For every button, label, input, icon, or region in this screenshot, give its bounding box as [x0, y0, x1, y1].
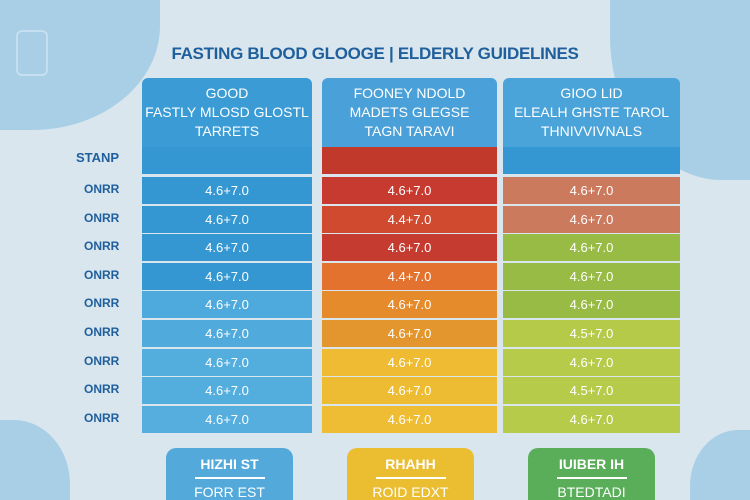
table-cell: 4.6+7.0 — [142, 262, 312, 290]
card-title: HIZHI ST — [200, 456, 259, 472]
table-cell: 4.6+7.0 — [322, 405, 497, 433]
legend-card: IUIBER IH BTEDTADI — [528, 448, 655, 500]
table-cell: 4.6+7.0 — [322, 234, 497, 262]
glucose-meter-icon — [16, 30, 48, 76]
header-line: FOONEY NDOLD — [353, 85, 466, 101]
column-3: GIOO LID ELEALH GHSTE TAROL THNIVVIVNALS 4.… — [503, 78, 680, 433]
table-cell: 4.4+7.0 — [322, 205, 497, 233]
table-cell: 4.6+7.0 — [322, 377, 497, 405]
row-label: ONRR — [84, 182, 120, 196]
row-label: ONRR — [84, 410, 120, 425]
header-line: GIOO LID — [560, 85, 623, 101]
side-label: STANP — [76, 150, 120, 165]
table-cell: 4.5+7.0 — [503, 320, 680, 347]
table-cell: 4.6+7.0 — [322, 291, 497, 319]
column-2: FOONEY NDOLD MADETS GLEGSE TAGN TARAVI 4.6+… — [322, 78, 497, 433]
row-label: ONRR — [84, 296, 120, 311]
table-cell: 4.6+7.0 — [142, 405, 312, 433]
column-1: GOOD FASTLY MLOSD GLOSTL TARRETS 4.6+7.0 4.6… — [142, 78, 312, 433]
header-line: GOOD — [205, 85, 249, 101]
header-line: FASTLY MLOSD GLOSTL — [145, 104, 309, 120]
card-subtitle: BTEDTADI — [557, 484, 626, 500]
row-label: ONRR — [84, 267, 120, 282]
table-cell: 4.6+7.0 — [322, 348, 497, 376]
row-label: ONRR — [84, 382, 120, 397]
table-cell: 4.6+7.0 — [503, 291, 680, 319]
page-title: FASTING BLOOD GLOOGE | ELDERLY GUIDELINE… — [171, 44, 579, 63]
decor-blob — [690, 430, 750, 500]
divider — [375, 477, 446, 479]
decor-blob — [0, 420, 70, 500]
table-cell: 4.6+7.0 — [503, 262, 680, 290]
table-cell: 4.6+7.0 — [142, 177, 312, 204]
table-cell: 4.6+7.0 — [142, 205, 312, 233]
card-title: IUIBER IH — [558, 456, 625, 472]
table-cell: 4.6+7.0 — [503, 234, 680, 262]
card-subtitle: ROID EDXT — [372, 484, 449, 500]
divider — [194, 477, 265, 479]
table-cell: 4.6+7.0 — [503, 348, 680, 376]
table-cell: 4.6+7.0 — [142, 348, 312, 376]
row-label: ONRR — [84, 210, 120, 225]
legend-card: HIZHI ST FORR EST — [166, 448, 293, 500]
header-line: THNIVVIVNALS — [540, 123, 643, 139]
header-line: ELEALH GHSTE TAROL — [513, 104, 670, 120]
column-bar — [322, 147, 497, 174]
card-title: RHAHH — [385, 456, 436, 472]
table-cell: 4.6+7.0 — [503, 205, 680, 233]
table-cell: 4.6+7.0 — [142, 291, 312, 319]
card-subtitle: FORR EST — [194, 484, 265, 500]
table-cell: 4.6+7.0 — [142, 320, 312, 347]
row-label: ONRR — [84, 325, 120, 339]
column-bar — [142, 147, 312, 174]
column-header: GOOD FASTLY MLOSD GLOSTL TARRETS — [142, 78, 312, 147]
table-cell: 4.6+7.0 — [503, 405, 680, 433]
row-label: ONRR — [84, 353, 120, 368]
table-cell: 4.6+7.0 — [322, 320, 497, 347]
column-header: FOONEY NDOLD MADETS GLEGSE TAGN TARAVI — [322, 78, 497, 147]
table-cell: 4.6+7.0 — [142, 234, 312, 262]
header-line: TAGN TARAVI — [364, 123, 455, 139]
header-line: TARRETS — [194, 123, 260, 139]
column-bar — [503, 147, 680, 174]
table-cell: 4.6+7.0 — [142, 377, 312, 405]
row-label: ONRR — [84, 239, 120, 254]
table-cell: 4.5+7.0 — [503, 377, 680, 405]
legend-card: RHAHH ROID EDXT — [347, 448, 474, 500]
column-header: GIOO LID ELEALH GHSTE TAROL THNIVVIVNALS — [503, 78, 680, 147]
divider — [556, 477, 627, 479]
table-cell: 4.4+7.0 — [322, 262, 497, 290]
table-cell: 4.6+7.0 — [503, 177, 680, 204]
header-line: MADETS GLEGSE — [349, 104, 470, 120]
table-cell: 4.6+7.0 — [322, 177, 497, 204]
